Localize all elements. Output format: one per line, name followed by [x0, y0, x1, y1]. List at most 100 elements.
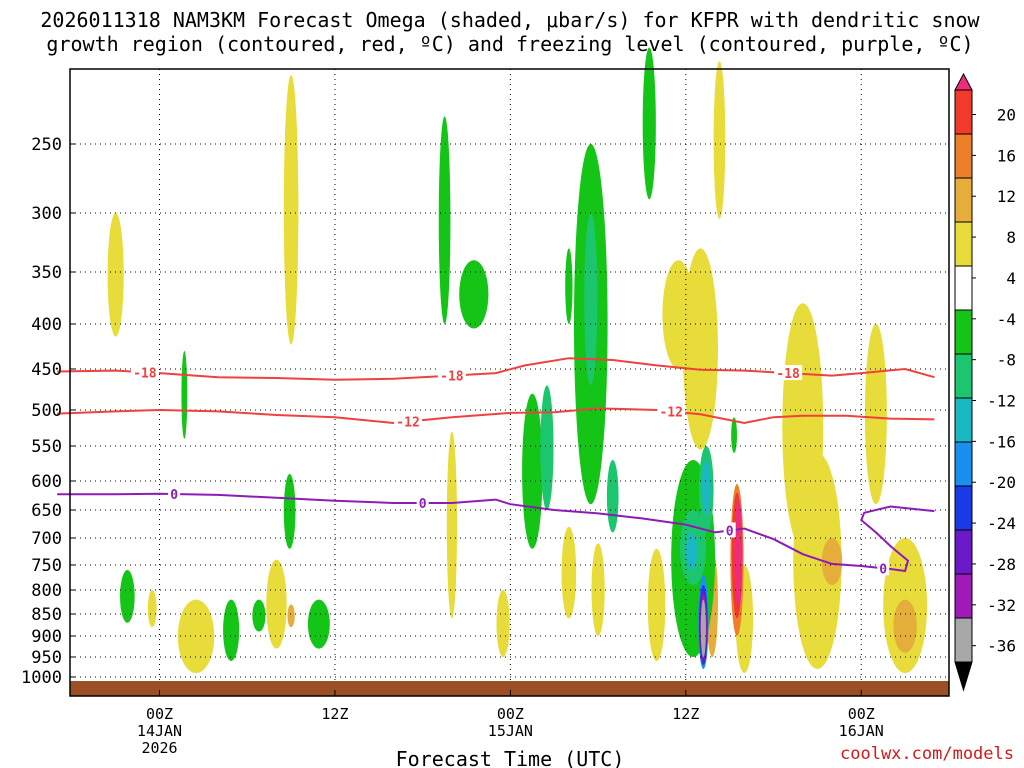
colorbar-bottom-arrow: [954, 661, 973, 692]
omega-shade-region: [459, 260, 489, 329]
colorbar-bin: [954, 397, 973, 443]
contour-label-bg: [130, 364, 159, 380]
y-tick-label: 950: [31, 648, 62, 668]
x-tick-label: 14JAN: [137, 722, 182, 740]
contour-label: 0: [419, 497, 427, 512]
y-tick-label: 650: [31, 501, 62, 521]
y-tick-label: 700: [31, 529, 62, 549]
y-tick-label: 350: [31, 263, 62, 283]
omega-shade-region: [584, 213, 598, 386]
y-axis-pressure: 2503003504004505005506006507007508008509…: [21, 135, 76, 688]
colorbar-bin: [954, 617, 973, 663]
omega-shade-region: [283, 474, 296, 549]
omega-shade-region: [147, 590, 157, 628]
omega-shade-region: [438, 116, 451, 324]
colorbar-label: -12: [987, 392, 1016, 411]
x-axis-label: Forecast Time (UTC): [396, 747, 625, 768]
contour-label: -18: [440, 370, 464, 385]
contour-line-0: [57, 492, 935, 573]
omega-shade-region: [700, 599, 706, 657]
x-tick-label: 15JAN: [488, 722, 533, 740]
colorbar-bin: [954, 221, 973, 267]
x-tick-label: 16JAN: [839, 722, 884, 740]
colorbar-label: -36: [987, 637, 1016, 656]
contour-label-bg: [437, 367, 466, 383]
omega-shade-region: [793, 453, 842, 669]
contour-label: 0: [879, 562, 887, 577]
y-tick-label: 850: [31, 605, 62, 625]
contour-label: -12: [396, 416, 419, 431]
omega-shade-region: [120, 570, 135, 623]
source-credit: coolwx.com/models: [840, 744, 1014, 764]
colorbar-bin: [954, 573, 973, 619]
y-tick-label: 550: [31, 437, 62, 457]
contour-label-bg: [877, 560, 890, 576]
contour-label-bg: [394, 413, 423, 429]
contour-line--18: [57, 357, 935, 381]
contour-label-bg: [416, 495, 429, 511]
omega-shade-region: [731, 417, 737, 453]
x-tick-label: 12Z: [321, 705, 348, 723]
colorbar-label: -32: [987, 596, 1016, 615]
contour-label: 0: [170, 488, 178, 503]
colorbar-label: -16: [987, 432, 1016, 451]
omega-shade-region: [647, 548, 666, 662]
omega-shade-region: [181, 351, 188, 439]
omega-shade-region: [522, 393, 543, 549]
y-tick-label: 900: [31, 627, 62, 647]
colorbar-label: -4: [997, 310, 1016, 329]
contour-label-bg: [774, 365, 803, 381]
colorbar-bin: [954, 441, 973, 487]
colorbar-top-arrow: [954, 72, 973, 91]
y-tick-label: 1000: [21, 668, 62, 688]
plot-area: -18 -18 -18 -12 -12 0 0 0 0: [57, 47, 950, 697]
omega-shade-region: [307, 599, 330, 649]
omega-shade-region: [540, 385, 554, 511]
omega-shade-region: [734, 498, 743, 610]
omega-shade-region: [565, 248, 573, 324]
y-tick-label: 450: [31, 360, 62, 380]
omega-shade-region: [287, 604, 295, 628]
omega-shade-region: [496, 590, 510, 657]
colorbar-label: 12: [997, 187, 1016, 206]
contour-label: -18: [776, 367, 800, 382]
colorbar-bin: [954, 133, 973, 179]
colorbar-bin: [954, 265, 973, 311]
omega-shade-region: [266, 559, 287, 649]
x-tick-label: 00Z: [146, 705, 173, 723]
contour-label: -18: [133, 366, 157, 381]
omega-shade-region: [642, 47, 656, 200]
x-tick-label: 00Z: [848, 705, 875, 723]
colorbar-label: -8: [997, 351, 1016, 370]
colorbar-bin: [954, 353, 973, 399]
omega-shade-region: [864, 324, 887, 505]
contour-label: -12: [659, 405, 682, 420]
omega-shade-region: [591, 543, 605, 636]
colorbar-label: 20: [997, 106, 1016, 125]
colorbar-label: -28: [987, 555, 1016, 574]
omega-colorbar: 20 16 12 8 4 -4 -8 -12 -16 -20 -24 -28 -32 -36: [954, 72, 1016, 692]
colorbar-label: 4: [1006, 269, 1016, 288]
colorbar-label: -20: [987, 473, 1016, 492]
omega-shade-region: [283, 75, 299, 345]
colorbar-label: 16: [997, 146, 1016, 165]
contour-label: 0: [726, 524, 734, 539]
omega-shade-region: [606, 460, 619, 533]
plot-frame: [69, 68, 950, 697]
omega-shade-region: [223, 599, 240, 661]
y-tick-label: 800: [31, 581, 62, 601]
x-tick-label: 12Z: [672, 705, 699, 723]
omega-shade-region: [701, 460, 711, 516]
x-tick-label: 00Z: [497, 705, 524, 723]
chart-title-line1: 2026011318 NAM3KM Forecast Omega (shaded…: [40, 8, 980, 32]
omega-shade-region: [821, 538, 843, 585]
temperature-contours: -18 -18 -18 -12 -12 0 0 0 0: [57, 357, 935, 577]
y-tick-label: 400: [31, 315, 62, 335]
omega-shade-region: [685, 532, 698, 570]
omega-shade-region: [107, 212, 124, 337]
contour-label-bg: [723, 522, 736, 538]
omega-shade-region: [713, 61, 726, 219]
omega-shade-region: [446, 431, 458, 619]
